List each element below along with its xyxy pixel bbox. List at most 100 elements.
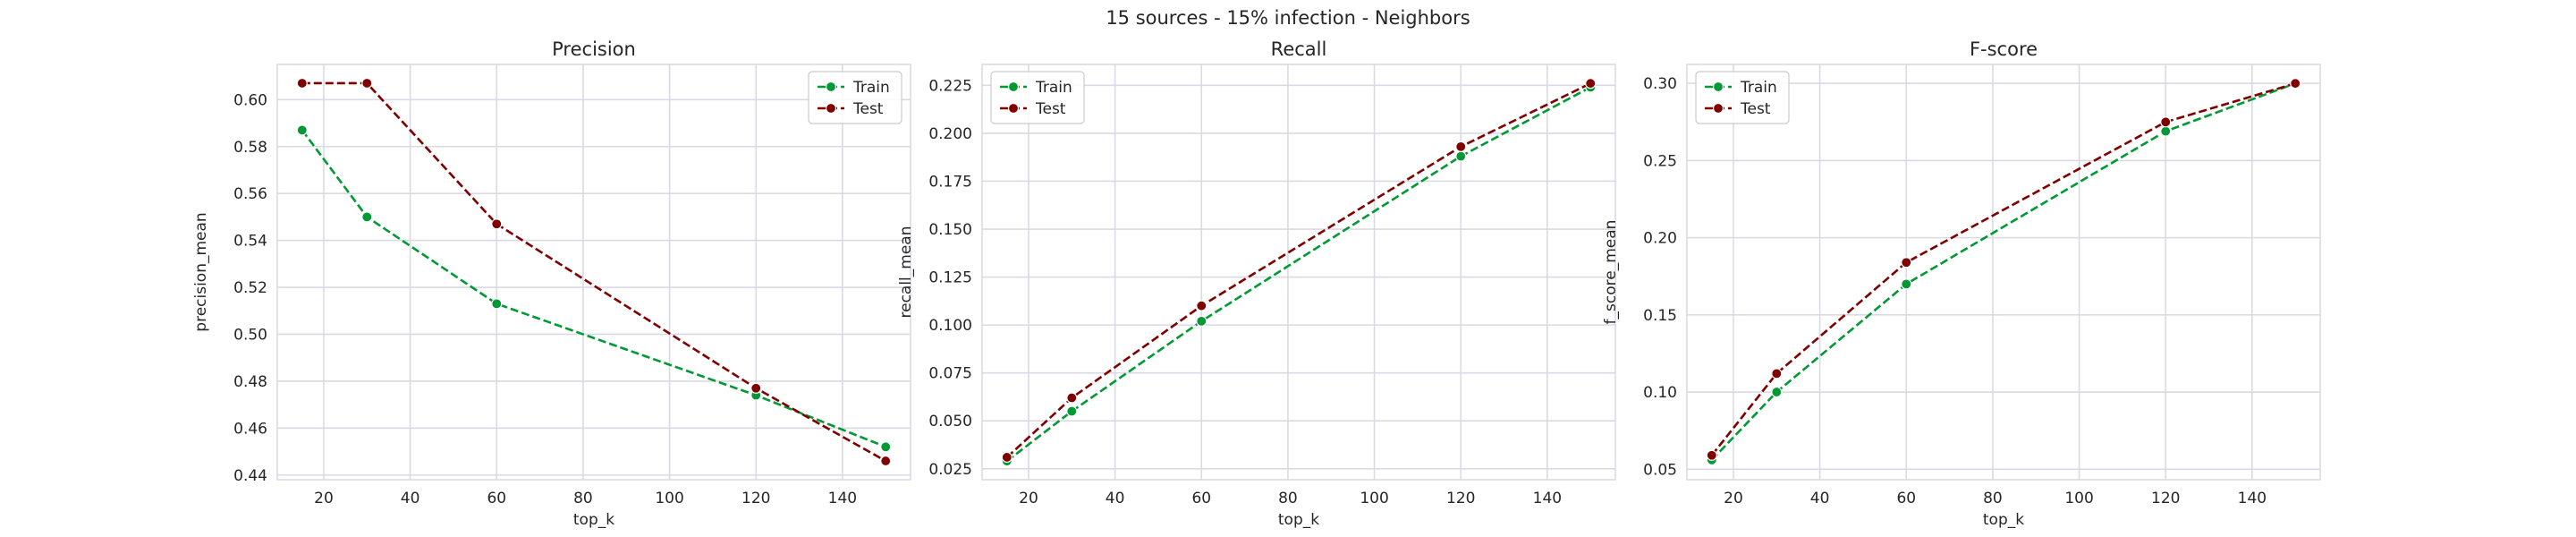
plot-area [1687,64,2320,480]
x-tick-label: 40 [1810,490,1830,507]
x-tick-label: 100 [655,490,683,507]
legend: Train Test [1695,71,1790,124]
legend-marker-test [1007,102,1020,115]
data-point-test [1196,300,1208,311]
data-point-test [1001,451,1013,464]
plot-frame [981,64,1616,481]
y-tick-label: 0.075 [928,365,972,383]
data-point-test [361,77,373,90]
y-tick-label: 0.05 [1643,461,1677,479]
figure-suptitle: 15 sources - 15% infection - Neighbors [1106,7,1470,29]
legend-label-train: Train [1740,79,1777,97]
y-axis-label: precision_mean [192,212,210,331]
data-point-train [2160,125,2172,137]
data-point-test [750,382,762,394]
y-tick-label: 0.150 [928,221,972,239]
y-tick-label: 0.50 [233,326,267,344]
x-tick-label: 20 [1019,490,1038,507]
y-tick-label: 0.48 [233,373,267,391]
y-axis-label: recall_mean [897,226,915,319]
y-tick-label: 0.56 [233,185,267,203]
x-axis-label: top_k [1278,511,1319,529]
data-point-test [1706,449,1717,461]
plot-frame [276,64,911,481]
x-tick-label: 140 [2238,490,2267,507]
data-point-test [1585,78,1597,90]
data-point-test [2160,116,2172,128]
x-axis-label: top_k [1983,511,2024,529]
y-tick-label: 0.225 [928,77,972,95]
x-tick-label: 60 [487,490,506,507]
y-tick-label: 0.30 [1643,75,1677,93]
data-point-train [491,298,503,310]
panel-title: Recall [1271,38,1327,60]
x-axis-label: top_k [573,511,614,529]
legend: Train Test [808,71,902,124]
y-tick-label: 0.200 [928,125,972,143]
x-tick-label: 20 [314,490,334,507]
y-tick-label: 0.15 [1643,307,1677,325]
data-point-train [1066,405,1078,417]
x-tick-label: 140 [828,490,857,507]
x-tick-label: 60 [1191,490,1211,507]
y-tick-label: 0.25 [1643,152,1677,170]
panel-precision: 20 40 60 80 100 120 140 0.44 0.46 0.48 0.50 0.52 0.5… [192,38,911,529]
y-tick-label: 0.025 [928,461,972,479]
legend-label-train: Train [852,79,890,97]
data-point-train [361,211,373,223]
data-point-train [1196,315,1208,327]
plot-frame [1686,64,2321,481]
y-tick-label: 0.52 [233,279,267,297]
data-point-test [880,455,892,467]
legend-marker-train [1712,81,1724,93]
data-point-train [1901,278,1912,290]
legend-label-test: Test [1035,100,1066,118]
plot-area [982,64,1615,480]
legend-label-test: Test [1740,100,1771,118]
x-tick-label: 100 [1360,490,1388,507]
data-point-test [1455,141,1467,153]
y-tick-label: 0.175 [928,173,972,191]
panel-title: Precision [552,38,636,60]
y-tick-label: 0.050 [928,413,972,430]
y-tick-label: 0.20 [1643,230,1677,248]
x-tick-label: 20 [1724,490,1743,507]
legend-marker-train [825,81,837,93]
x-tick-label: 60 [1896,490,1916,507]
x-tick-label: 120 [2151,490,2180,507]
y-tick-label: 0.46 [233,420,267,438]
data-point-test [2290,78,2301,90]
panel-f-score: 20 40 60 80 100 120 140 0.05 0.10 0.15 0.20 0.25 0.3… [1602,38,2321,529]
legend: Train Test [990,71,1085,124]
data-point-test [1771,368,1783,379]
data-point-train [1771,386,1783,398]
legend-label-test: Test [852,100,884,118]
y-tick-label: 0.44 [233,467,267,485]
legend-marker-test [1712,102,1724,115]
x-tick-label: 100 [2064,490,2093,507]
y-tick-label: 0.10 [1643,384,1677,402]
x-tick-label: 140 [1533,490,1562,507]
data-point-test [1066,392,1078,404]
x-tick-label: 80 [1278,490,1298,507]
data-point-train [1455,150,1467,162]
y-tick-label: 0.54 [233,233,267,251]
data-point-train [296,124,308,136]
data-point-test [1901,257,1912,268]
y-tick-label: 0.60 [233,91,267,109]
y-tick-label: 0.58 [233,139,267,157]
panel-recall: 20 40 60 80 100 120 140 0.025 0.050 0.075 0.100 0.1… [897,38,1616,529]
data-point-train [880,441,892,453]
plot-area [277,64,911,480]
y-tick-label: 0.100 [928,317,972,335]
x-tick-label: 40 [1106,490,1125,507]
x-tick-label: 120 [1446,490,1475,507]
panel-title: F-score [1970,38,2038,60]
x-tick-label: 80 [573,490,593,507]
legend-label-train: Train [1035,79,1072,97]
x-tick-label: 120 [741,490,770,507]
legend-marker-train [1007,81,1020,93]
data-point-test [491,218,503,230]
y-axis-label: f_score_mean [1602,220,1620,325]
